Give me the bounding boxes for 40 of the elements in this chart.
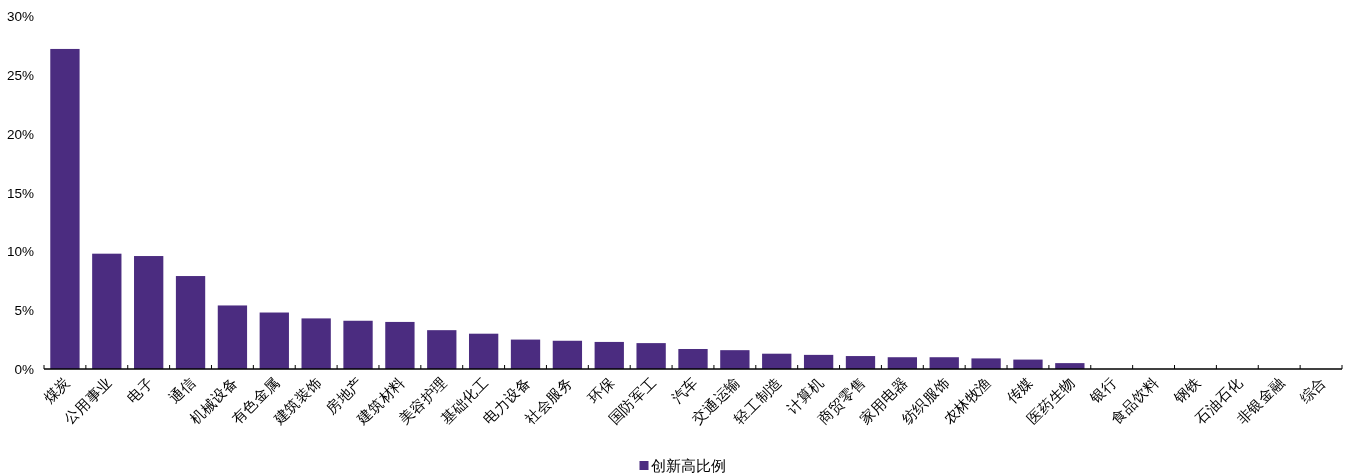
bar xyxy=(845,356,876,369)
bar xyxy=(259,312,289,369)
y-tick-label: 5% xyxy=(14,303,34,319)
x-tick-label: 电子 xyxy=(124,373,157,407)
bar xyxy=(427,330,457,369)
x-tick-label: 综合 xyxy=(1296,373,1330,407)
bar xyxy=(175,276,206,369)
bar xyxy=(678,349,708,369)
bar xyxy=(887,357,918,369)
bar xyxy=(92,253,122,369)
bar xyxy=(134,256,164,369)
bar xyxy=(971,358,1001,369)
bar xyxy=(343,320,373,369)
bar xyxy=(468,333,499,369)
bar xyxy=(594,341,624,369)
bar xyxy=(636,343,666,369)
bar xyxy=(929,357,959,369)
x-tick-label: 煤炭 xyxy=(40,373,74,407)
x-tick-label: 传媒 xyxy=(1003,373,1037,407)
bar xyxy=(803,354,834,369)
bar xyxy=(762,353,792,369)
y-tick-label: 15% xyxy=(6,185,34,201)
y-tick-label: 30% xyxy=(6,9,34,24)
y-tick-label: 20% xyxy=(6,126,34,142)
y-tick-label: 0% xyxy=(14,362,34,377)
legend: 创新高比例 xyxy=(639,458,726,474)
x-tick-label: 汽车 xyxy=(668,373,702,407)
y-tick-label: 10% xyxy=(6,244,34,260)
bar xyxy=(510,339,541,369)
bar xyxy=(217,305,248,369)
x-tick-label: 环保 xyxy=(584,373,618,407)
x-tick-label: 钢铁 xyxy=(1170,373,1204,408)
x-tick-label: 通信 xyxy=(166,373,199,407)
bar xyxy=(50,48,80,369)
bar xyxy=(720,350,750,369)
bar xyxy=(301,318,331,369)
y-tick-label: 25% xyxy=(6,67,34,83)
bar xyxy=(385,321,415,369)
x-tick-label: 银行 xyxy=(1086,373,1120,408)
bar xyxy=(552,340,583,369)
